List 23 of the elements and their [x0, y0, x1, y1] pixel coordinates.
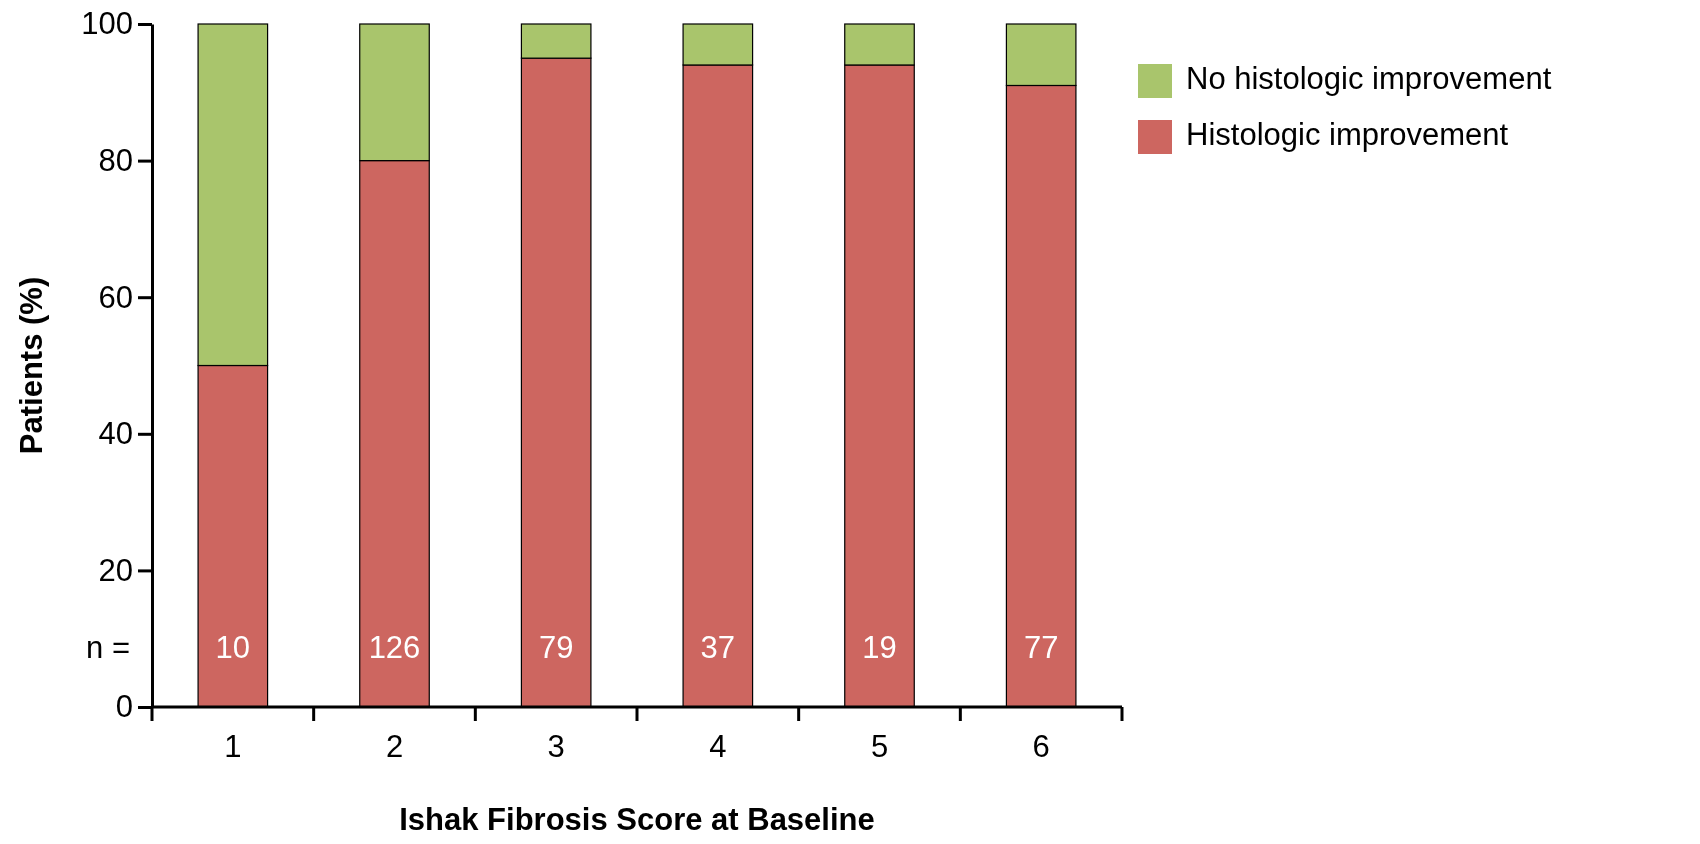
y-axis-title: Patients (%) — [14, 276, 49, 455]
annotation: 77 — [1023, 630, 1059, 666]
y-tick-label: 100 — [81, 6, 133, 42]
legend-label: Histologic improvement — [1186, 117, 1509, 153]
x-axis-title: Ishak Fibrosis Score at Baseline — [399, 802, 875, 837]
annotation: 79 — [538, 630, 574, 666]
x-tick-label: 2 — [385, 729, 404, 764]
y-tick-label: 80 — [98, 143, 133, 179]
y-tick-label: 60 — [98, 279, 133, 315]
text: n = — [86, 630, 130, 666]
annotation: 10 — [215, 630, 251, 666]
x-tick-label: 5 — [870, 729, 889, 764]
y-tick-label: 0 — [115, 689, 133, 725]
annotation: 126 — [368, 630, 421, 666]
x-tick-label: 3 — [547, 729, 565, 764]
annotation: 37 — [700, 630, 736, 666]
y-tick-label: 20 — [98, 552, 133, 588]
x-tick-label: 1 — [224, 729, 242, 764]
x-tick-label: 4 — [709, 729, 727, 764]
x-tick-label: 6 — [1032, 729, 1050, 764]
legend-label: No histologic improvement — [1186, 61, 1552, 97]
annotation: 19 — [862, 630, 897, 666]
y-tick-label: 40 — [98, 416, 133, 452]
